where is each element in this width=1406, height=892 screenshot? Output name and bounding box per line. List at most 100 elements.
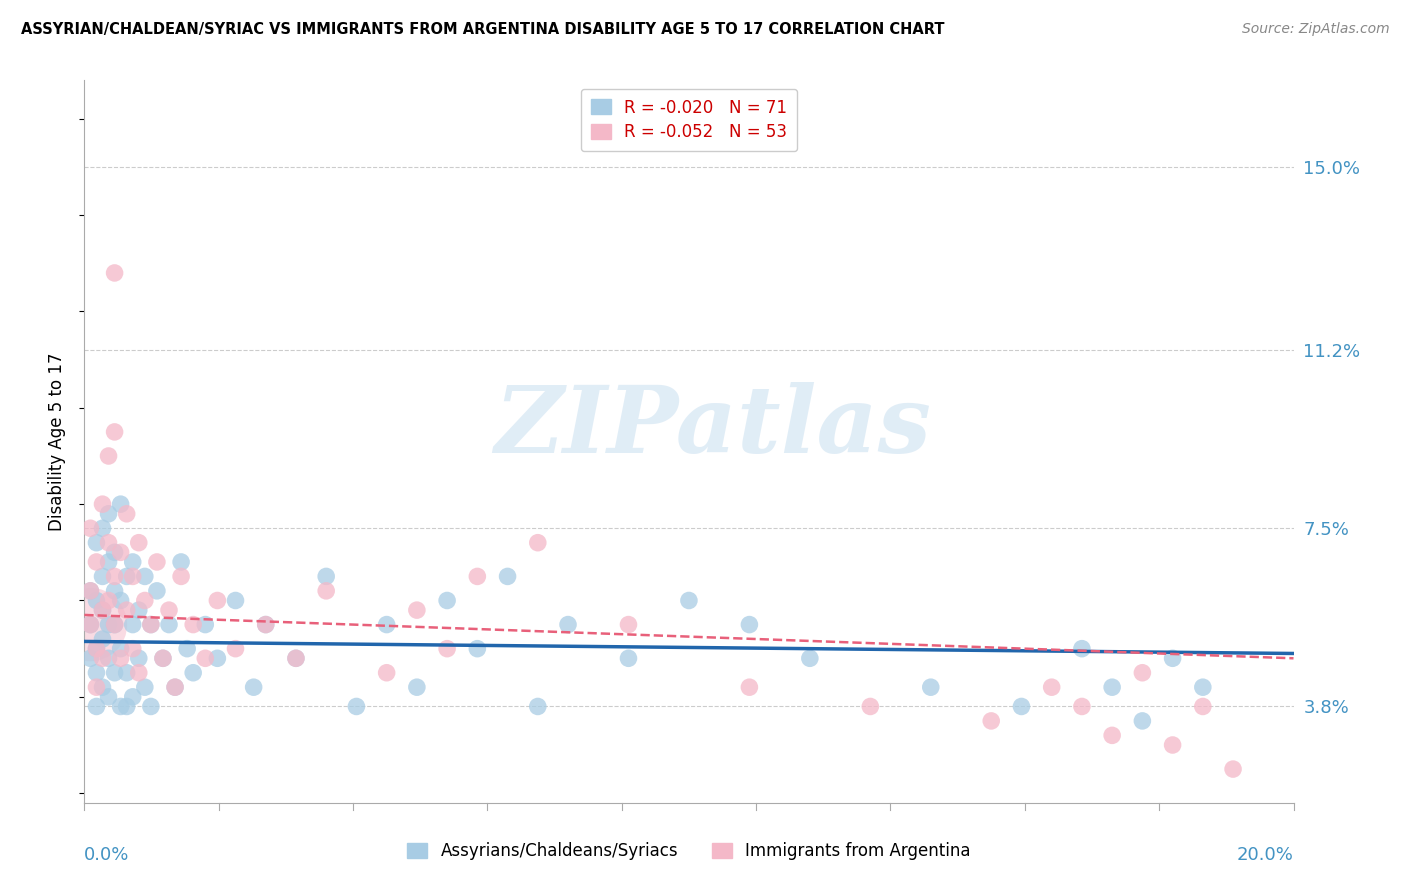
Point (225, 641, 247, 656)
Point (146, 583, 169, 598)
Point (146, 555, 169, 569)
Point (1011, 699, 1033, 714)
Text: 20.0%: 20.0% (1237, 847, 1294, 864)
Point (1130, 665, 1153, 680)
Point (91, 521, 114, 535)
Y-axis label: Disability Age 5 to 17: Disability Age 5 to 17 (48, 352, 66, 531)
Point (104, 583, 127, 598)
Point (467, 641, 489, 656)
Text: Source: ZipAtlas.com: Source: ZipAtlas.com (1241, 22, 1389, 37)
Point (1071, 641, 1094, 656)
Point (152, 651, 174, 665)
Point (527, 699, 550, 714)
Point (315, 583, 337, 598)
Point (157, 603, 180, 617)
Point (91, 603, 114, 617)
Point (97, 593, 120, 607)
Point (121, 690, 143, 704)
Point (79, 521, 101, 535)
Point (346, 699, 368, 714)
Point (97, 555, 120, 569)
Point (859, 699, 882, 714)
Point (110, 545, 132, 559)
Point (86, 641, 108, 656)
Point (115, 603, 138, 617)
Point (1222, 762, 1244, 776)
Point (1040, 680, 1063, 694)
Point (97, 449, 120, 463)
Point (91, 603, 114, 617)
Point (242, 680, 264, 694)
Point (436, 593, 458, 607)
Point (254, 617, 277, 632)
Point (79, 583, 101, 598)
Point (920, 680, 942, 694)
Point (91, 497, 114, 511)
Point (110, 699, 132, 714)
Point (104, 569, 127, 583)
Point (104, 617, 127, 632)
Point (496, 569, 519, 583)
Point (436, 641, 458, 656)
Point (139, 699, 162, 714)
Point (406, 603, 429, 617)
Point (115, 665, 138, 680)
Point (79, 617, 101, 632)
Point (315, 569, 337, 583)
Point (254, 617, 277, 632)
Point (285, 651, 308, 665)
Point (1101, 680, 1123, 694)
Point (91, 680, 114, 694)
Point (406, 680, 429, 694)
Point (79, 583, 101, 598)
Point (980, 714, 1002, 728)
Point (176, 641, 198, 656)
Point (527, 535, 550, 549)
Text: ASSYRIAN/CHALDEAN/SYRIAC VS IMMIGRANTS FROM ARGENTINA DISABILITY AGE 5 TO 17 COR: ASSYRIAN/CHALDEAN/SYRIAC VS IMMIGRANTS F… (21, 22, 945, 37)
Point (375, 617, 398, 632)
Point (128, 535, 150, 549)
Point (1161, 651, 1184, 665)
Point (170, 569, 193, 583)
Point (181, 617, 204, 632)
Point (104, 425, 127, 439)
Point (79, 617, 101, 632)
Point (97, 617, 120, 632)
Point (1101, 728, 1123, 742)
Point (170, 555, 193, 569)
Point (617, 617, 640, 632)
Point (134, 593, 156, 607)
Point (91, 632, 114, 646)
Point (134, 680, 156, 694)
Point (134, 569, 156, 583)
Point (86, 535, 108, 549)
Legend: Assyrians/Chaldeans/Syriacs, Immigrants from Argentina: Assyrians/Chaldeans/Syriacs, Immigrants … (401, 836, 977, 867)
Point (104, 545, 127, 559)
Point (467, 569, 489, 583)
Point (194, 651, 217, 665)
Point (738, 680, 761, 694)
Point (97, 507, 120, 521)
Point (152, 651, 174, 665)
Point (128, 603, 150, 617)
Point (110, 497, 132, 511)
Point (115, 569, 138, 583)
Point (86, 665, 108, 680)
Point (375, 665, 398, 680)
Point (121, 617, 143, 632)
Point (128, 651, 150, 665)
Point (86, 593, 108, 607)
Point (181, 665, 204, 680)
Point (86, 641, 108, 656)
Point (97, 690, 120, 704)
Point (115, 699, 138, 714)
Text: ZIPatlas: ZIPatlas (495, 382, 932, 472)
Point (1192, 699, 1215, 714)
Point (194, 617, 217, 632)
Point (86, 699, 108, 714)
Point (799, 651, 821, 665)
Point (86, 680, 108, 694)
Point (1192, 680, 1215, 694)
Text: 0.0%: 0.0% (84, 847, 129, 864)
Point (104, 617, 127, 632)
